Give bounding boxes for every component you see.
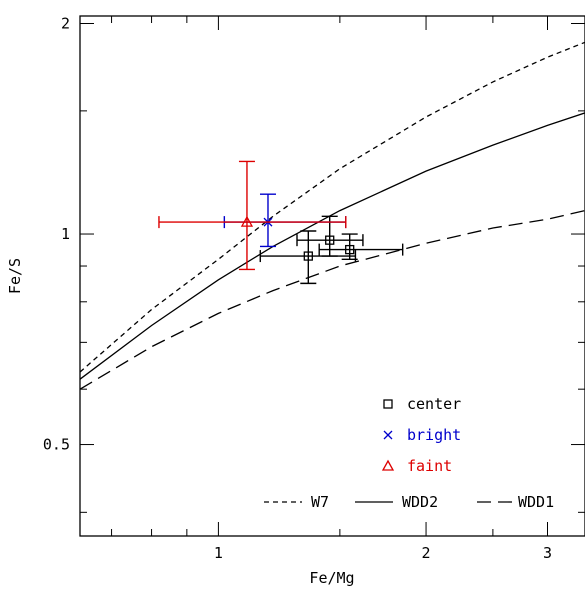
y-tick-label: 0.5 <box>43 436 70 454</box>
center-point <box>325 235 335 245</box>
y-axis-title: Fe/S <box>6 258 24 294</box>
legend-bright-label: bright <box>407 426 461 444</box>
legend-faint-label: faint <box>407 457 452 475</box>
legend-center-label: center <box>407 395 461 413</box>
legend-wdd2-label: WDD2 <box>402 493 438 511</box>
data-points <box>158 160 404 285</box>
x-tick-label: 3 <box>543 544 552 562</box>
legend: center bright faint W7 WDD2 WDD1 <box>264 395 554 511</box>
faint-point <box>240 215 254 227</box>
model-curves <box>79 41 585 390</box>
x-tick-label: 2 <box>422 544 431 562</box>
legend-center-marker <box>383 399 393 409</box>
y-tick-label: 2 <box>61 14 70 32</box>
legend-faint-marker <box>381 459 395 471</box>
center-point <box>303 251 313 261</box>
x-axis-title: Fe/Mg <box>309 569 354 587</box>
plot-frame <box>79 15 585 537</box>
legend-w7-label: W7 <box>311 493 329 511</box>
curve-wdd1 <box>79 209 585 390</box>
y-tick-label: 1 <box>61 225 70 243</box>
legend-bright-marker <box>383 430 393 440</box>
center-point <box>345 244 355 255</box>
axis-ticks: 1 2 3 0.5 1 2 <box>43 14 585 562</box>
legend-wdd1-label: WDD1 <box>518 493 554 511</box>
curve-wdd2 <box>79 112 585 380</box>
x-tick-label: 1 <box>214 544 223 562</box>
